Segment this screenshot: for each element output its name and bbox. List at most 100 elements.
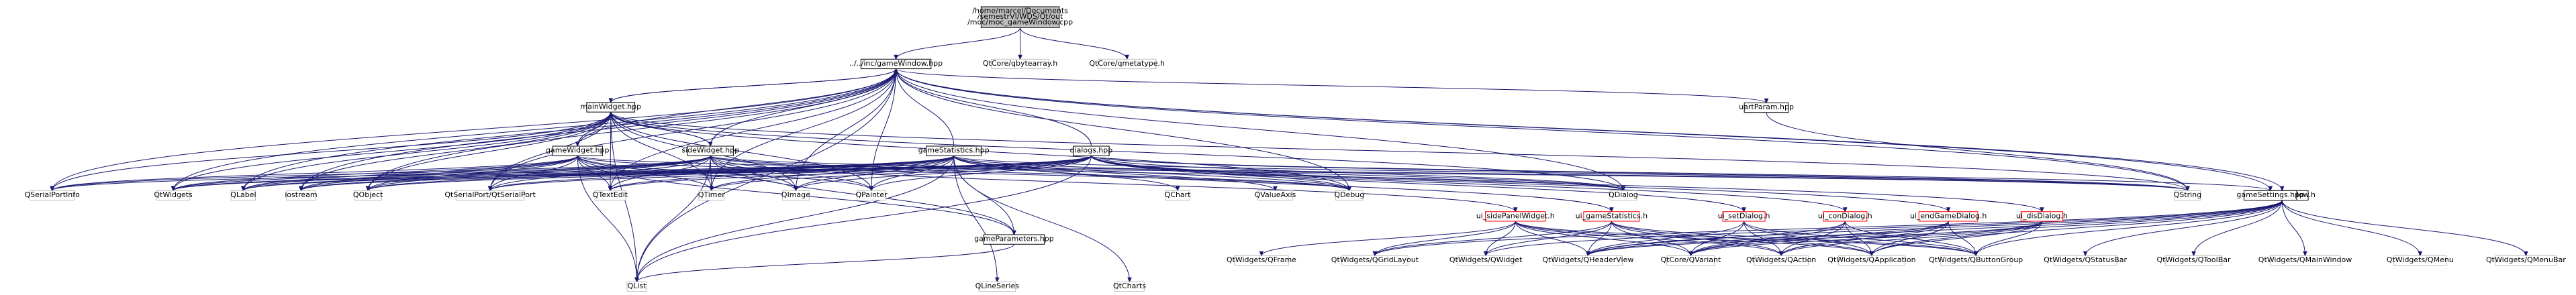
node-box <box>2269 255 2341 266</box>
dependency-edge <box>953 156 998 282</box>
edge-arrowhead <box>2279 186 2285 192</box>
dependency-edge <box>795 156 955 191</box>
node-label: dialogs.hpp <box>1070 146 1113 155</box>
node-qbytearray: QtCore/qbytearray.h <box>983 58 1057 70</box>
node-ui_gameStatistics[interactable]: ui_gameStatistics.h <box>1576 211 1648 222</box>
node-label: ui_setDialog.h <box>1718 211 1770 220</box>
node-QtSerialPort: QtSerialPort/QtSerialPort <box>444 190 536 201</box>
node-box <box>2393 255 2447 266</box>
node-box <box>1165 190 1190 201</box>
dependency-edge <box>896 68 1092 147</box>
node-ui_disDialog[interactable]: ui_disDialog.h <box>2016 211 2068 222</box>
edge-arrowhead <box>1513 207 1518 213</box>
node-box <box>1666 255 1715 266</box>
dependency-edge <box>711 156 955 191</box>
edge-arrowhead <box>894 68 898 74</box>
node-QButtonGroup: QtWidgets/QButtonGroup <box>1929 255 2023 266</box>
edge-arrowhead <box>1764 98 1769 104</box>
edge-arrowhead <box>171 186 176 192</box>
node-gameStatistics_hpp[interactable]: gameStatistics.hpp <box>918 145 990 156</box>
edge-arrowhead <box>2524 251 2528 257</box>
node-box <box>2174 190 2201 201</box>
node-label: QList <box>628 282 647 290</box>
dependency-edge <box>1948 221 1976 256</box>
node-ui_sidePanelWidget[interactable]: ui_sidePanelWidget.h <box>1476 211 1555 222</box>
node-QVariant: QtCore/QVariant <box>1661 255 1721 266</box>
node-QTextEdit: QTextEdit <box>593 190 628 201</box>
dependency-edge <box>610 68 897 103</box>
node-box <box>1722 211 1766 222</box>
node-ui_setDialog[interactable]: ui_setDialog.h <box>1718 211 1770 222</box>
node-box <box>857 190 886 201</box>
dependency-edge <box>953 155 1350 191</box>
node-label: QtWidgets/QAction <box>1746 255 1816 264</box>
node-box <box>2495 255 2557 266</box>
node-sideWidget[interactable]: sideWidget.hpp <box>681 145 739 156</box>
node-QHeaderView: QtWidgets/QHeaderView <box>1542 255 1633 266</box>
node-label: QtCore/qmetatype.h <box>1089 59 1165 68</box>
dependency-edge <box>711 155 1092 191</box>
node-box <box>455 190 525 201</box>
node-box <box>1073 145 1110 156</box>
node-box <box>594 190 626 201</box>
node-label: gameParameters.hpp <box>974 235 1054 243</box>
node-label: QtWidgets/QToolBar <box>2157 255 2231 264</box>
edge-arrowhead <box>709 186 714 192</box>
node-gameParameters[interactable]: gameParameters.hpp <box>974 234 1054 245</box>
node-QStatusBar: QtWidgets/QStatusBar <box>2044 255 2127 266</box>
dependency-edge <box>896 68 1767 103</box>
dependency-edge <box>1485 221 1516 256</box>
node-QDebug: QDebug <box>1334 190 1364 201</box>
edge-arrowhead <box>995 277 1000 283</box>
node-box <box>1754 255 1809 266</box>
node-label: QtWidgets/QWidget <box>1449 255 1523 264</box>
node-ui_conDialog[interactable]: ui_conDialog.h <box>1818 211 1872 222</box>
node-label: gameStatistics.hpp <box>918 146 990 155</box>
dependency-edge <box>1587 200 2283 256</box>
dependency-edge <box>896 68 1624 191</box>
node-label: /moc/moc_gameWindow.cpp <box>967 18 1073 27</box>
dependency-edge <box>1611 221 1872 256</box>
dependency-edge <box>636 156 1092 282</box>
node-ui_endGameDialog[interactable]: ui_endGameDialog.h <box>1910 211 1987 222</box>
node-box <box>586 102 636 113</box>
dependency-edge <box>52 112 612 191</box>
dependency-edge <box>871 156 1092 191</box>
node-gameSettings[interactable]: gameSettings.hpp <box>2236 190 2304 201</box>
node-box <box>1823 211 1868 222</box>
edge-arrowhead <box>1609 207 1614 213</box>
dependency-edge <box>1587 221 1846 256</box>
node-QList: QList <box>626 281 647 292</box>
node-label: ui_conDialog.h <box>1818 211 1872 220</box>
node-dialogs[interactable]: dialogs.hpp <box>1070 145 1113 156</box>
node-box <box>1940 255 2012 266</box>
edge-arrowhead <box>1125 54 1129 60</box>
node-uartParam[interactable]: uartParam.hpp <box>1739 102 1794 113</box>
node-gameWindow_hpp[interactable]: ../../inc/gameWindow.hpp <box>849 58 943 70</box>
edge-arrowhead <box>608 186 613 192</box>
edge-arrowhead <box>794 186 798 192</box>
edge-arrowhead <box>634 277 639 283</box>
node-label: sideWidget.hpp <box>681 146 739 155</box>
edge-arrowhead <box>1869 251 1874 257</box>
dependency-edge <box>871 156 955 191</box>
node-label: QtWidgets/QMenu <box>2387 255 2454 264</box>
node-label: QtWidgets <box>154 190 193 199</box>
node-QGridLayout: QtWidgets/QGridLayout <box>1331 255 1419 266</box>
node-box <box>698 190 725 201</box>
node-label: QtWidgets/QHeaderView <box>1542 255 1633 264</box>
edge-arrowhead <box>2191 251 2196 257</box>
edge-arrowhead <box>1127 277 1132 283</box>
dependency-edge <box>636 68 897 282</box>
node-mainWidget[interactable]: mainWidget.hpp <box>580 102 641 113</box>
edge-arrowhead <box>1175 186 1180 192</box>
dependency-edge <box>896 68 955 147</box>
node-QFrame: QtWidgets/QFrame <box>1227 255 1296 266</box>
dependency-edge <box>795 156 1092 191</box>
file-nodes: /home/marcel/Documents/semestrVI/WDS/Qt/… <box>24 6 2566 292</box>
node-box <box>1744 102 1789 113</box>
node-gameWidget[interactable]: gameWidget.hpp <box>546 145 609 156</box>
node-QLineSeries: QLineSeries <box>975 281 1019 292</box>
node-box <box>1918 211 1978 222</box>
edge-arrowhead <box>2083 251 2088 257</box>
